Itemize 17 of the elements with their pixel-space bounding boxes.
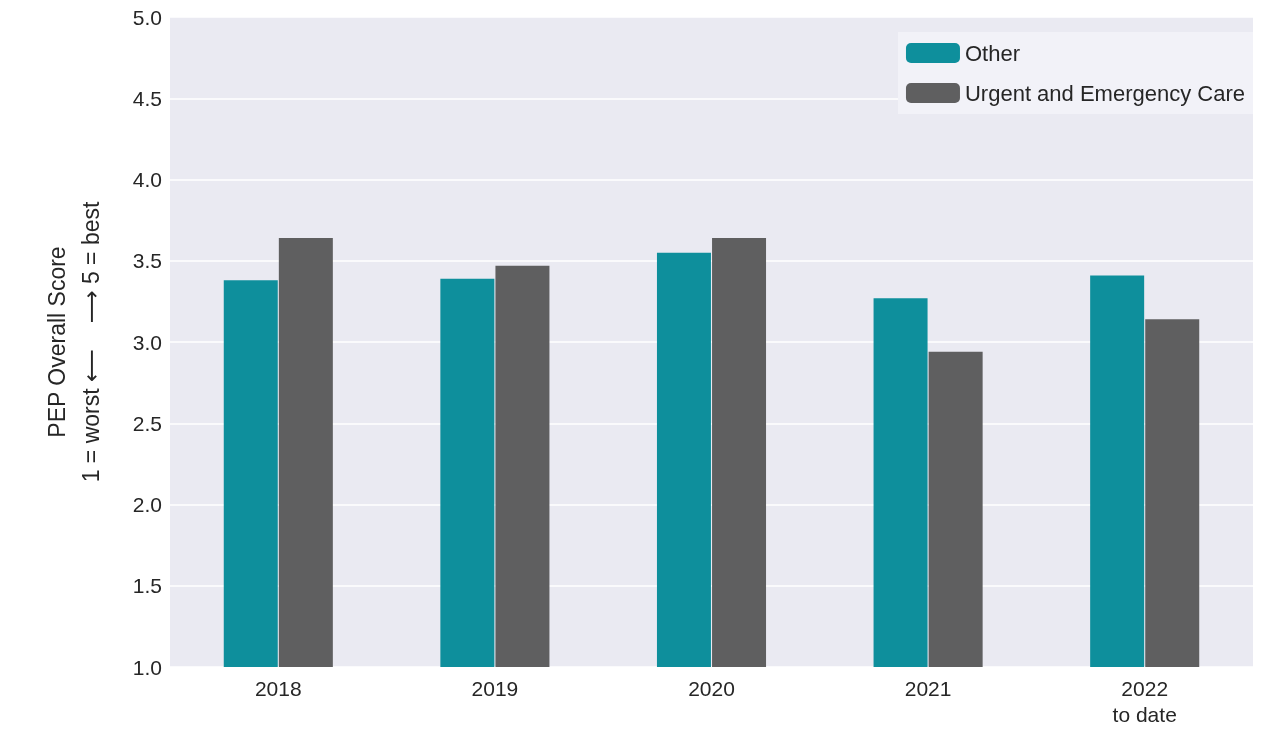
y-tick-label: 1.5 xyxy=(132,574,162,598)
y-tick-label: 4.5 xyxy=(132,86,162,110)
y-tick-label: 2.0 xyxy=(132,493,162,516)
legend-label: Urgent and Emergency Care xyxy=(964,80,1245,106)
x-tick-label: 2019 xyxy=(471,676,519,700)
legend-label: Other xyxy=(964,40,1020,66)
y-tick-label: 2.5 xyxy=(132,411,162,435)
y-tick-label: 3.0 xyxy=(132,330,162,354)
y-tick-label: 5.0 xyxy=(132,5,162,29)
x-tick-label: 2021 xyxy=(904,676,952,700)
y-tick-label: 4.0 xyxy=(132,168,162,191)
x-tick-label: 2022 to date xyxy=(1112,676,1177,726)
y-tick-label: 3.5 xyxy=(132,249,162,273)
y-tick-label: 1.0 xyxy=(132,655,162,679)
y-axis-title: PEP Overall Score 1 = worst ⟵ ⟶ 5 = best xyxy=(44,201,104,483)
x-tick-label: 2020 xyxy=(688,676,735,700)
x-tick-label: 2018 xyxy=(254,676,302,700)
